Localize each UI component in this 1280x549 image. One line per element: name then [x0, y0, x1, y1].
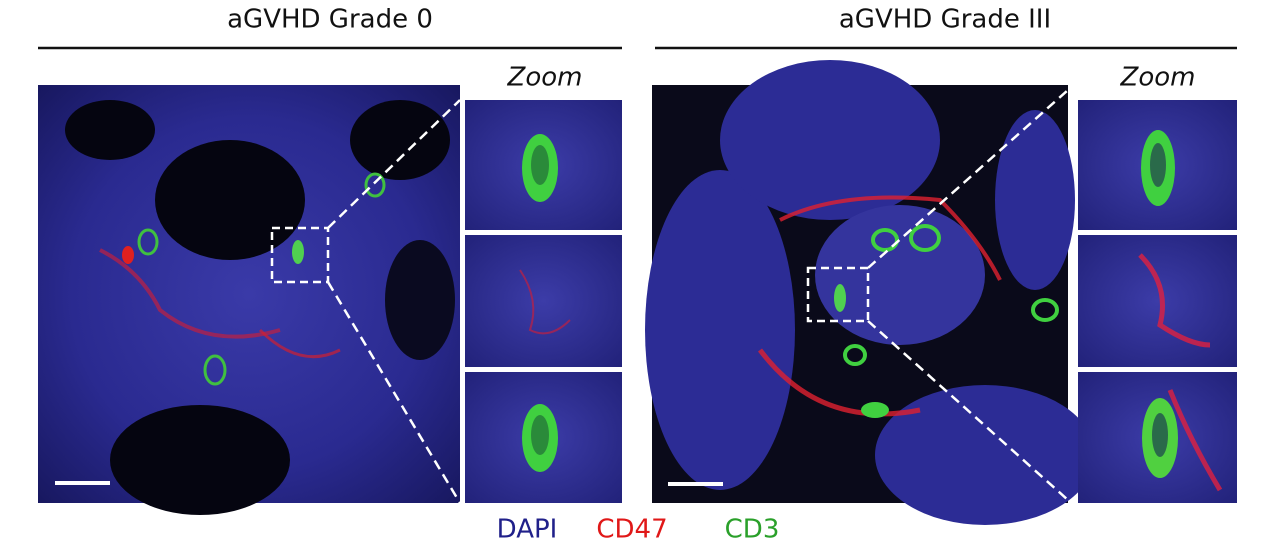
panel-title: aGVHD Grade 0 [227, 5, 433, 35]
micrograph [38, 85, 462, 515]
legend-label: DAPI [497, 515, 558, 545]
zoom-images [465, 100, 622, 503]
legend-label: CD47 [596, 515, 667, 545]
panel-title: aGVHD Grade III [839, 5, 1051, 35]
zoom-label: Zoom [507, 63, 583, 93]
legend-label: CD3 [725, 515, 780, 545]
zoom-label: Zoom [1120, 63, 1196, 93]
micrograph [645, 60, 1095, 525]
zoom-images [1078, 100, 1237, 503]
